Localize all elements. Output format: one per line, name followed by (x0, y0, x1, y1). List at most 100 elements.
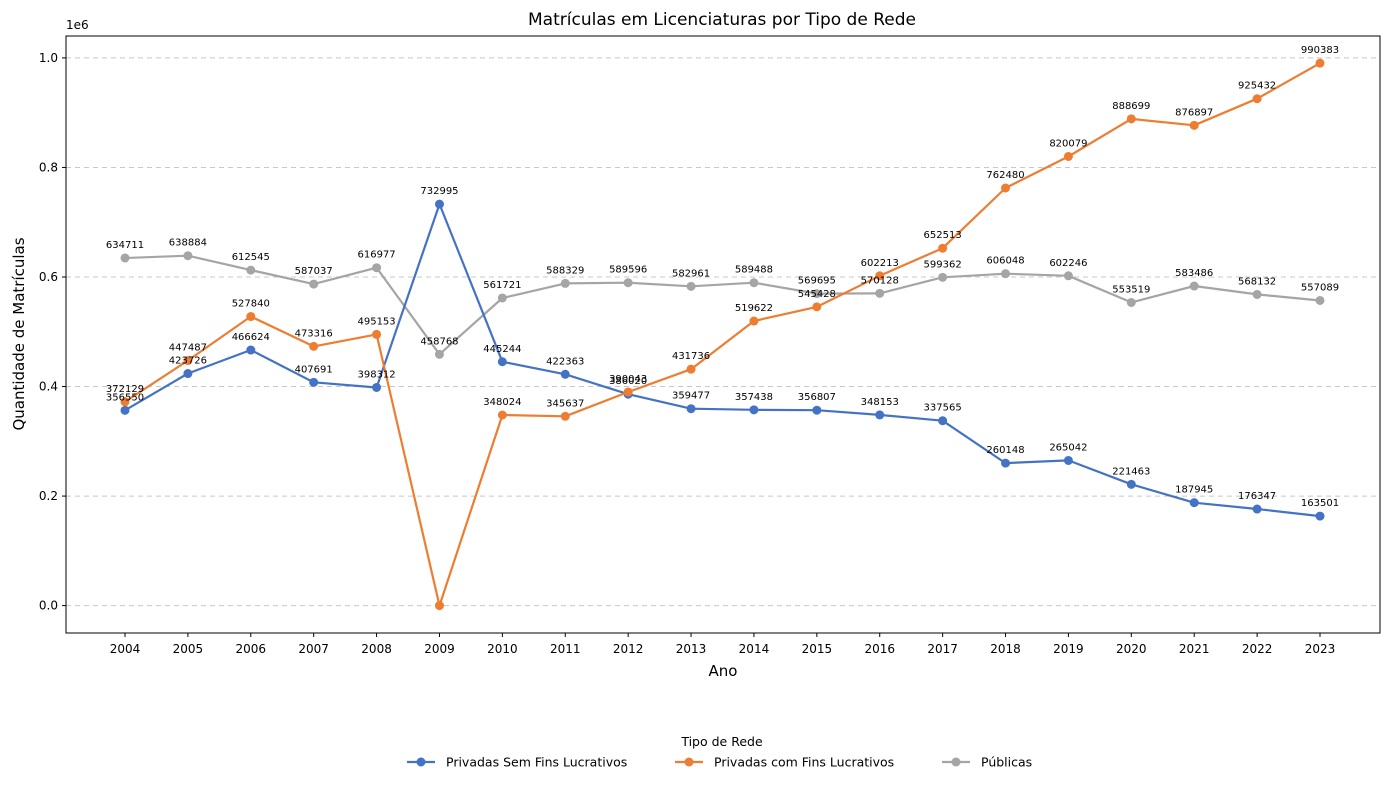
data-label: 359477 (672, 391, 710, 402)
data-point (1126, 297, 1136, 307)
data-point (875, 271, 885, 281)
data-point (1063, 455, 1073, 465)
data-label: 260148 (986, 445, 1024, 456)
x-tick-label: 2023 (1305, 642, 1336, 656)
x-axis: 2004 2005 2006 2007 2008 2009 2010 2011 2012 2013… (110, 633, 1336, 656)
x-tick-label: 2005 (173, 642, 204, 656)
data-label: 431736 (672, 351, 710, 362)
y-multiplier-label: 1e6 (66, 18, 89, 32)
data-point (623, 387, 633, 397)
data-point (560, 411, 570, 421)
data-label: 612545 (232, 252, 270, 263)
data-point (1315, 295, 1325, 305)
data-point (1315, 511, 1325, 521)
data-point (1252, 94, 1262, 104)
y-axis-title: Quantidade de Matrículas (10, 237, 28, 430)
data-point (686, 281, 696, 291)
data-label: 345637 (546, 398, 584, 409)
data-point (686, 404, 696, 414)
data-point (246, 265, 256, 275)
data-label: 587037 (295, 266, 333, 277)
data-label: 187945 (1175, 485, 1213, 496)
data-point (938, 272, 948, 282)
x-tick-label: 2017 (927, 642, 958, 656)
legend-label: Públicas (981, 755, 1032, 770)
legend-label: Privadas com Fins Lucrativos (714, 755, 894, 770)
data-point (1126, 479, 1136, 489)
data-label: 634711 (106, 240, 144, 251)
x-tick-label: 2021 (1179, 642, 1210, 656)
data-point (875, 410, 885, 420)
data-point (246, 345, 256, 355)
data-point (1001, 458, 1011, 468)
data-labels: 356550 423726 466624 407691 398312 732995 4452… (106, 45, 1339, 509)
data-label: 876897 (1175, 107, 1213, 118)
data-label: 820079 (1049, 138, 1087, 149)
data-point (1252, 289, 1262, 299)
data-label: 762480 (986, 170, 1024, 181)
data-point (1189, 120, 1199, 130)
data-label: 569695 (798, 276, 836, 287)
data-label: 176347 (1238, 491, 1276, 502)
data-label: 652513 (924, 230, 962, 241)
data-label: 888699 (1112, 101, 1150, 112)
data-point (120, 405, 130, 415)
data-label: 557089 (1301, 282, 1339, 293)
data-label: 588329 (546, 265, 584, 276)
x-tick-label: 2012 (613, 642, 644, 656)
data-point (560, 369, 570, 379)
data-point (497, 357, 507, 367)
y-tick-label: 0.2 (39, 489, 58, 503)
x-tick-label: 2011 (550, 642, 581, 656)
data-point (812, 302, 822, 312)
data-label: 527840 (232, 299, 270, 310)
series-layer (120, 58, 1325, 611)
data-point (938, 243, 948, 253)
data-point (309, 279, 319, 289)
series-line (124, 203, 1321, 518)
data-point (938, 416, 948, 426)
data-label: 356807 (798, 392, 836, 403)
x-tick-label: 2008 (361, 642, 392, 656)
data-label: 545428 (798, 289, 836, 300)
data-label: 390043 (609, 374, 647, 385)
data-label: 638884 (169, 238, 207, 249)
data-point (1189, 498, 1199, 508)
x-tick-label: 2006 (236, 642, 267, 656)
data-label: 583486 (1175, 268, 1213, 279)
data-point (1126, 114, 1136, 124)
x-tick-label: 2019 (1053, 642, 1084, 656)
data-point (686, 364, 696, 374)
x-tick-label: 2004 (110, 642, 141, 656)
data-label: 495153 (357, 316, 395, 327)
data-point (1001, 269, 1011, 279)
data-label: 458768 (420, 336, 458, 347)
data-label: 265042 (1049, 442, 1087, 453)
data-point (372, 382, 382, 392)
data-label: 589488 (735, 265, 773, 276)
series-line (124, 62, 1321, 607)
data-point (246, 312, 256, 322)
data-point (749, 405, 759, 415)
data-label: 606048 (986, 256, 1024, 267)
data-point (497, 293, 507, 303)
data-point (309, 377, 319, 387)
data-label: 348153 (861, 397, 899, 408)
x-tick-label: 2016 (864, 642, 895, 656)
y-tick-label: 0.0 (39, 599, 58, 613)
x-tick-label: 2018 (990, 642, 1021, 656)
data-point (875, 288, 885, 298)
x-tick-label: 2013 (676, 642, 707, 656)
x-tick-label: 2015 (802, 642, 833, 656)
plot-frame (65, 35, 1381, 634)
data-point (749, 316, 759, 326)
data-label: 398312 (357, 369, 395, 380)
data-label: 357438 (735, 392, 773, 403)
data-point (434, 349, 444, 359)
data-label: 990383 (1301, 45, 1339, 56)
data-label: 568132 (1238, 276, 1276, 287)
chart-title: Matrículas em Licenciaturas por Tipo de … (528, 10, 916, 30)
y-tick-label: 0.4 (39, 380, 58, 394)
data-label: 519622 (735, 303, 773, 314)
data-label: 473316 (295, 328, 333, 339)
